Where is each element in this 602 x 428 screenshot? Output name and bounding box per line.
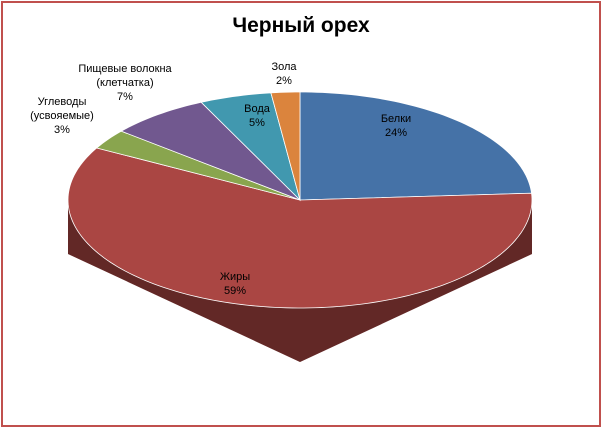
pie-side-shade [68,200,532,362]
pie-slice [67,147,533,309]
value-label: 7% [117,91,133,103]
value-label: 5% [249,117,265,129]
pie-slice [270,91,301,201]
pie-slice [299,91,533,201]
category-label: Жиры [219,271,251,283]
data-label: Зола 2% [264,60,304,88]
data-label: Белки 24% [366,112,426,140]
category-label: Углеводы (усвояемые) [30,96,94,122]
value-label: 2% [276,75,292,87]
pie-slice [200,92,301,202]
chart-title: Черный орех [232,14,370,37]
pie-side [68,200,532,362]
category-label: Пищевые волокна (клетчатка) [78,63,172,89]
value-label: 59% [223,285,247,297]
pie-slice [120,101,301,201]
data-label: Углеводы (усвояемые) 3% [17,95,107,137]
data-label: Жиры 59% [205,270,265,298]
value-label: 3% [54,124,70,136]
data-label: Пищевые волокна (клетчатка) 7% [60,62,190,104]
category-label: Белки [380,113,412,125]
pie-slice [95,130,301,201]
category-label: Зола [271,61,297,73]
category-label: Вода [244,103,270,115]
data-label: Вода 5% [237,102,277,130]
value-label: 24% [384,127,408,139]
